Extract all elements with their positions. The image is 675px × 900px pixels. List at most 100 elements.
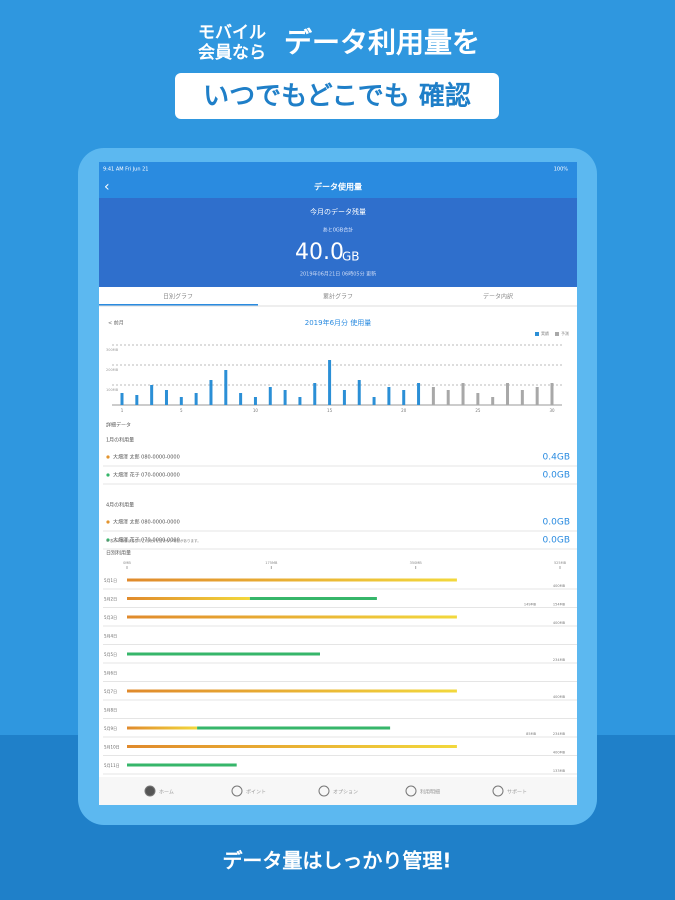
label: GB <box>342 250 360 264</box>
label: ※ 表示の数値は当日のご利用分を含まない場合があります。 <box>106 538 201 543</box>
label: 300MB <box>106 348 119 352</box>
label: 5月7日 <box>104 689 117 694</box>
label: 234MB <box>553 658 566 662</box>
label: 1月の利用量 <box>106 437 134 444</box>
label: 詳細データ <box>106 422 131 429</box>
label: 0.0GB <box>543 471 570 481</box>
label: 5月3日 <box>104 615 117 620</box>
label: 利用明細 <box>420 789 440 796</box>
dot <box>106 473 110 477</box>
bar <box>550 383 554 405</box>
label: 大畑澤 太郎 080-0000-0000 <box>113 519 180 526</box>
bar <box>446 390 450 405</box>
bar <box>506 383 510 405</box>
label: 5月9日 <box>104 726 117 731</box>
label: 25 <box>475 408 481 413</box>
label: データ使用量 <box>314 182 362 192</box>
label: 0.0GB <box>543 518 570 528</box>
label: 9:41 AM Fri Jun 21 <box>103 167 148 173</box>
label: 149MB <box>524 603 537 607</box>
label: 5月10日 <box>104 745 120 750</box>
label: 日別グラフ <box>163 293 193 301</box>
bar <box>120 393 124 405</box>
label: 200MB <box>106 368 119 372</box>
label: 175MB <box>265 561 278 565</box>
label: 累計グラフ <box>323 293 353 301</box>
bar <box>387 387 391 405</box>
bar <box>164 390 168 405</box>
label: 133MB <box>553 769 566 773</box>
usage-bar-green <box>127 652 320 656</box>
label: 0.4GB <box>543 453 570 463</box>
label: 350MB <box>410 561 423 565</box>
label: ポイント <box>246 789 266 796</box>
bar <box>224 370 228 405</box>
label: 2019年06月21日 06時05分 更新 <box>300 271 376 278</box>
bar <box>209 380 213 405</box>
label: 5月5日 <box>104 652 117 657</box>
bar <box>135 395 139 405</box>
label: 40.0 <box>295 240 344 265</box>
usage-bar-orange <box>127 578 457 582</box>
usage-bar-orange <box>127 615 457 619</box>
label: 1 <box>121 408 124 413</box>
bar <box>268 387 272 405</box>
bar <box>372 397 376 405</box>
bar <box>431 387 435 405</box>
label: 15 <box>327 408 333 413</box>
label: 5月1日 <box>104 578 117 583</box>
label: 0.0GB <box>543 536 570 546</box>
usage-bar-green <box>249 597 377 600</box>
label: 5月4日 <box>104 634 117 639</box>
label: データ内訳 <box>483 293 513 301</box>
label: データ量はしっかり管理! <box>222 849 451 873</box>
legend-swatch <box>555 332 559 336</box>
label: 400MB <box>553 695 566 699</box>
tab-icon <box>492 785 504 797</box>
dot <box>106 538 110 542</box>
label: サポート <box>507 789 527 796</box>
bar <box>535 387 539 405</box>
bar <box>283 390 287 405</box>
summary-panel <box>99 198 577 287</box>
bar <box>417 383 421 405</box>
label: 5月6日 <box>104 671 117 676</box>
usage-bar-green <box>197 726 391 730</box>
usage-bar-green <box>127 763 237 767</box>
label: 大畑澤 花子 070-0000-0000 <box>113 472 180 479</box>
bar <box>491 397 495 405</box>
bar <box>298 397 302 405</box>
bar <box>520 390 524 405</box>
label: いつでもどこでも 確認 <box>203 81 471 112</box>
bar <box>328 360 332 405</box>
dot <box>106 455 110 459</box>
label: 400MB <box>553 751 566 755</box>
label: 5月8日 <box>104 708 117 713</box>
label: 今月のデータ残量 <box>310 207 366 216</box>
label: 2019年6月分 使用量 <box>305 318 372 327</box>
label: 234MB <box>553 732 566 736</box>
bar <box>313 383 317 405</box>
bar <box>239 393 243 405</box>
label: 0MB <box>123 561 131 565</box>
label: オプション <box>333 790 358 796</box>
usage-bar-orange <box>127 597 250 600</box>
usage-bar-orange <box>127 745 457 748</box>
label: データ利用量を <box>284 26 480 59</box>
label: 大畑澤 花子 070-0000-0000 <box>113 537 180 544</box>
label: 会員なら <box>198 42 266 63</box>
tab-bar <box>99 777 577 805</box>
label: あと0GB合計 <box>323 227 354 234</box>
bar <box>476 393 480 405</box>
label: < 前月 <box>108 320 124 327</box>
label: 10 <box>253 408 259 413</box>
bar <box>150 385 154 405</box>
bar <box>461 383 465 405</box>
label: 100% <box>554 167 569 173</box>
label: 5月2日 <box>104 597 117 602</box>
bar <box>342 390 346 405</box>
label: 5 <box>180 408 183 413</box>
dot <box>106 520 110 524</box>
